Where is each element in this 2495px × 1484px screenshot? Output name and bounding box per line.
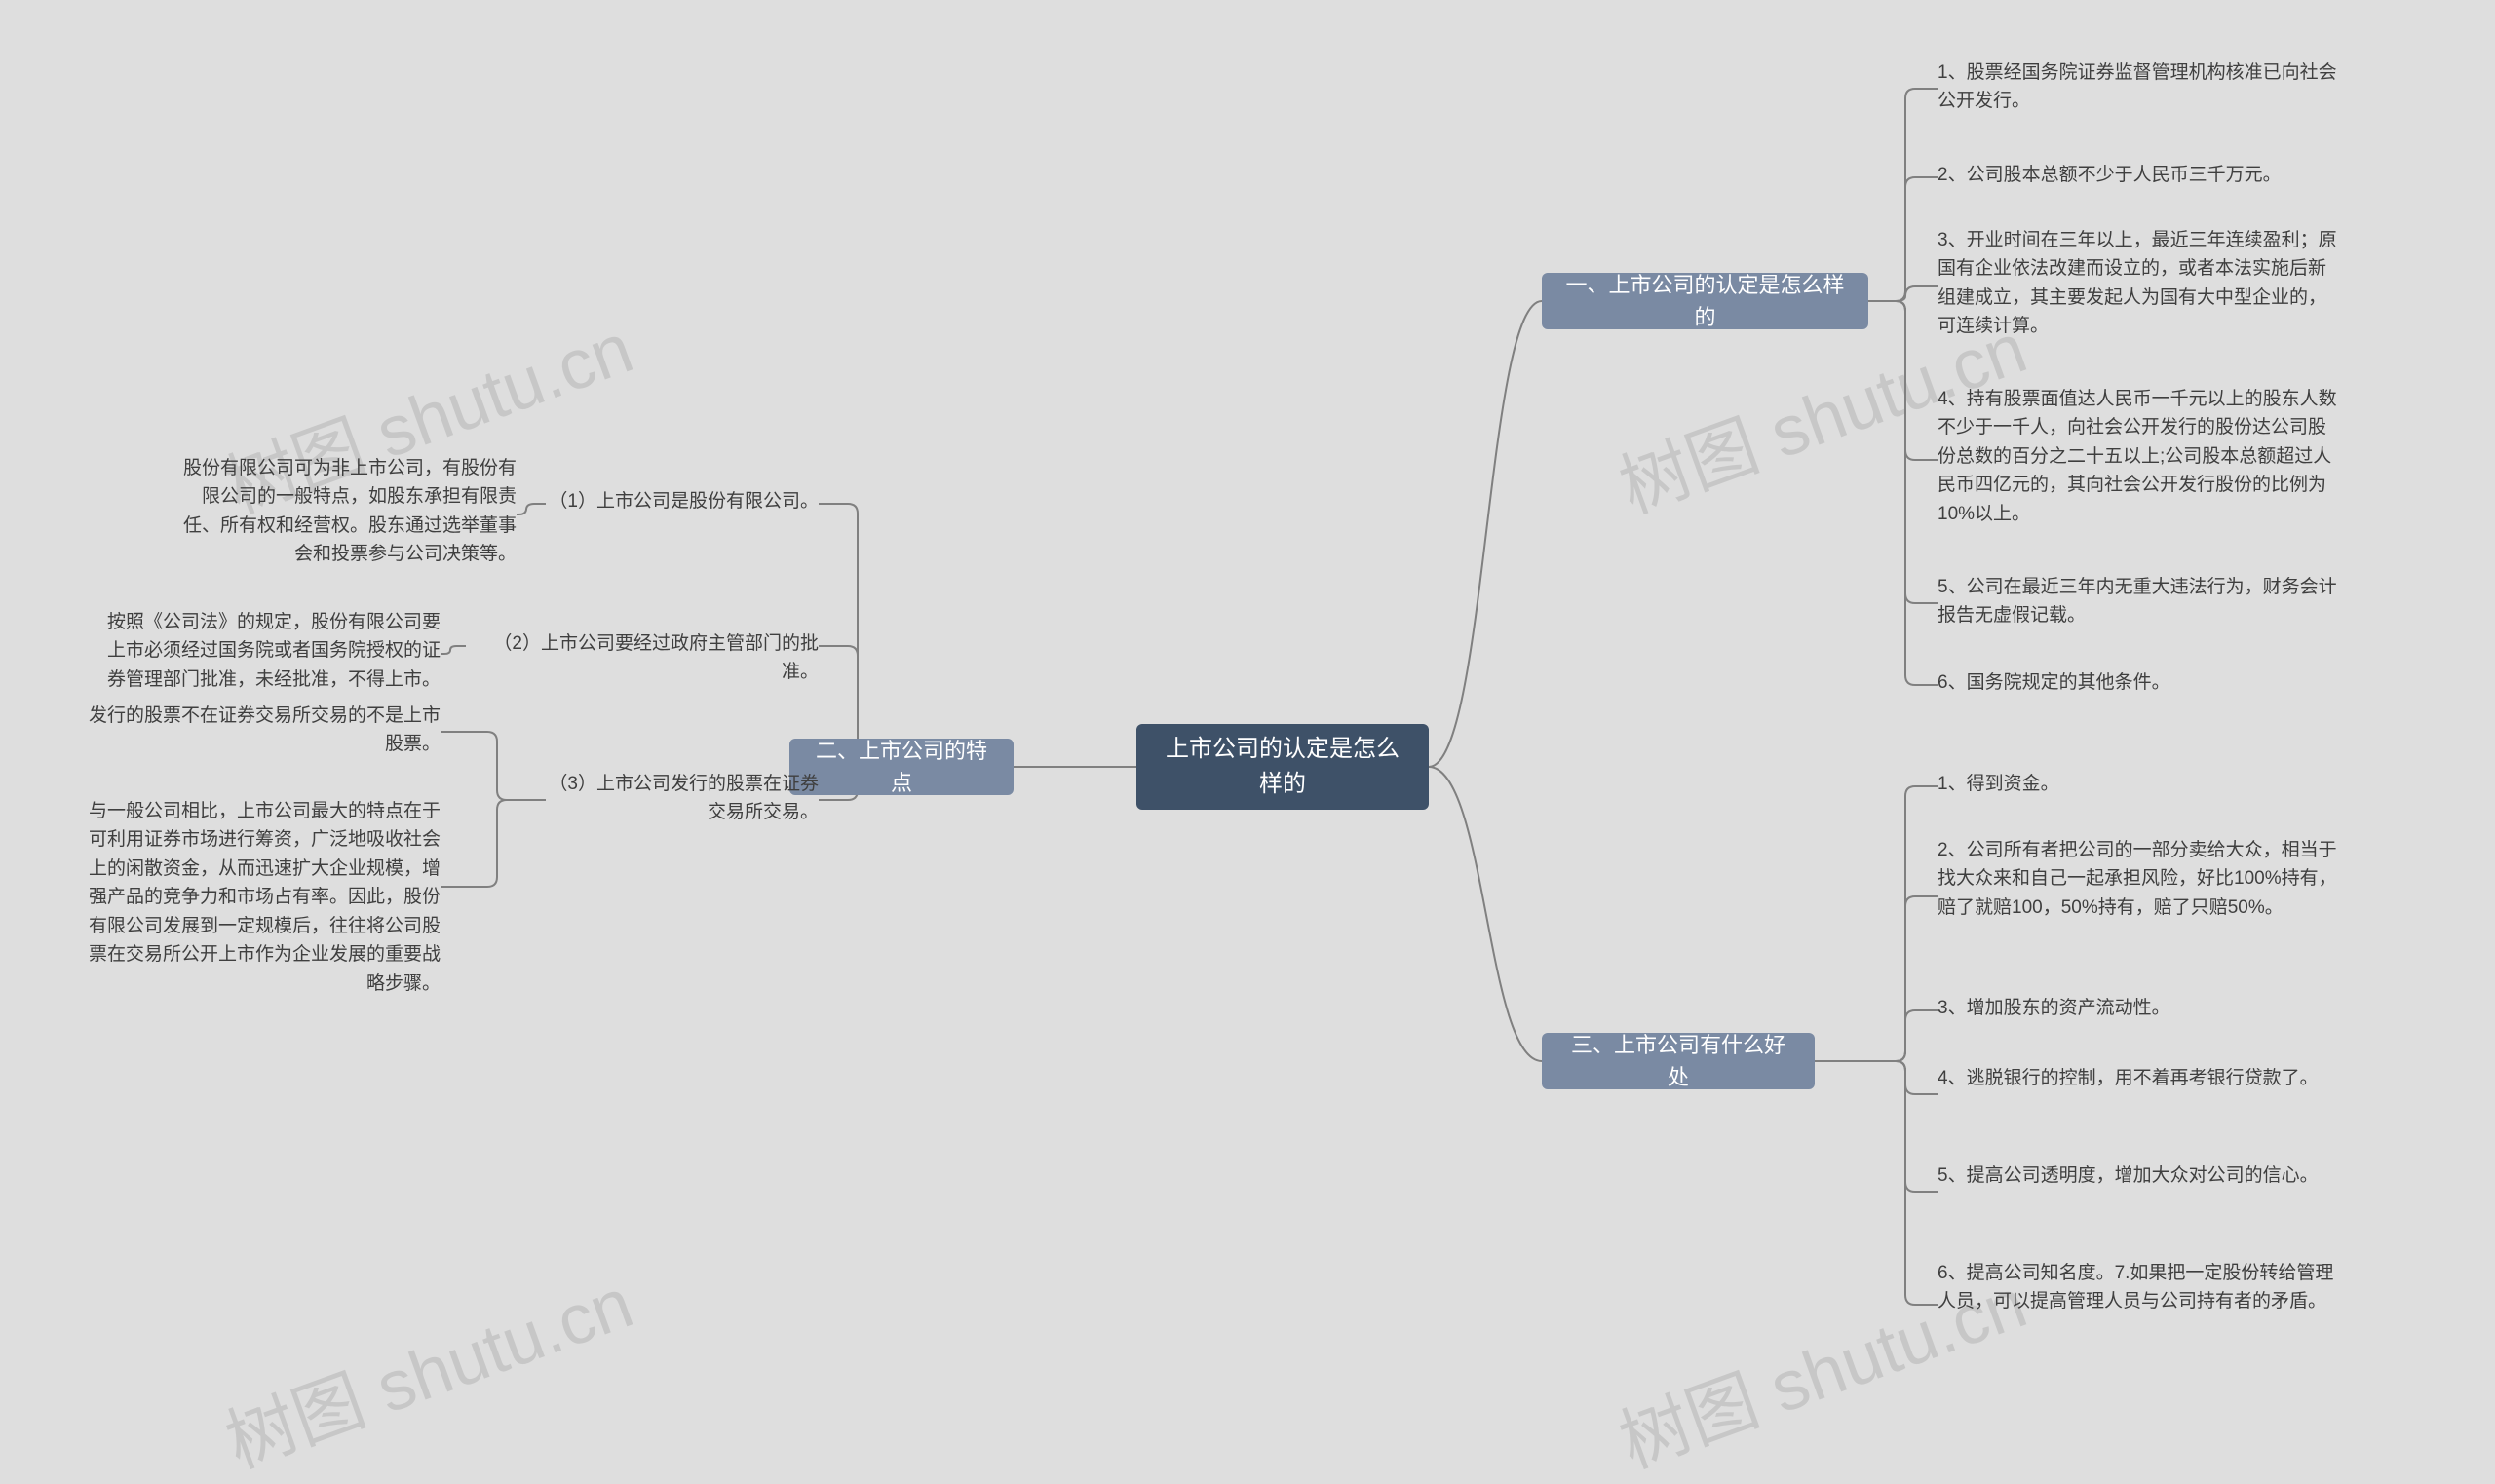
leaf-three-1[interactable]: 1、得到资金。	[1938, 770, 2337, 798]
leaf-text: 1、得到资金。	[1938, 770, 2059, 798]
branch-two-label: 二、上市公司的特点	[811, 735, 992, 799]
leaf-text: 1、股票经国务院证券监督管理机构核准已向社会公开发行。	[1938, 58, 2337, 116]
leaf-text: 2、公司股本总额不少于人民币三千万元。	[1938, 161, 2282, 189]
leaf-two-3-detail-b[interactable]: 与一般公司相比，上市公司最大的特点在于可利用证券市场进行筹资，广泛地吸收社会上的…	[80, 797, 441, 998]
leaf-one-1[interactable]: 1、股票经国务院证券监督管理机构核准已向社会公开发行。	[1938, 58, 2337, 116]
leaf-text: （3）上市公司发行的股票在证券交易所交易。	[546, 770, 819, 827]
leaf-one-2[interactable]: 2、公司股本总额不少于人民币三千万元。	[1938, 161, 2337, 189]
branch-three-label: 三、上市公司有什么好处	[1563, 1029, 1793, 1093]
leaf-text: 与一般公司相比，上市公司最大的特点在于可利用证券市场进行筹资，广泛地吸收社会上的…	[80, 797, 441, 998]
root-label: 上市公司的认定是怎么样的	[1158, 732, 1407, 802]
leaf-three-6[interactable]: 6、提高公司知名度。7.如果把一定股份转给管理人员，可以提高管理人员与公司持有者…	[1938, 1259, 2337, 1316]
leaf-text: 2、公司所有者把公司的一部分卖给大众，相当于找大众来和自己一起承担风险，好比10…	[1938, 836, 2337, 922]
leaf-text: 3、开业时间在三年以上，最近三年连续盈利；原国有企业依法改建而设立的，或者本法实…	[1938, 226, 2337, 341]
leaf-text: 3、增加股东的资产流动性。	[1938, 994, 2170, 1022]
leaf-text: 按照《公司法》的规定，股份有限公司要上市必须经过国务院或者国务院授权的证券管理部…	[107, 608, 441, 694]
watermark: 树图 shutu.cn	[210, 1246, 644, 1484]
leaf-two-2[interactable]: （2）上市公司要经过政府主管部门的批准。	[466, 629, 819, 687]
leaf-text: 6、国务院规定的其他条件。	[1938, 668, 2170, 697]
leaf-three-5[interactable]: 5、提高公司透明度，增加大众对公司的信心。	[1938, 1161, 2337, 1190]
root-node[interactable]: 上市公司的认定是怎么样的	[1136, 724, 1429, 810]
leaf-two-2-detail[interactable]: 按照《公司法》的规定，股份有限公司要上市必须经过国务院或者国务院授权的证券管理部…	[107, 608, 441, 694]
leaf-text: 4、逃脱银行的控制，用不着再考银行贷款了。	[1938, 1064, 2319, 1092]
branch-one-label: 一、上市公司的认定是怎么样的	[1563, 269, 1847, 333]
leaf-two-3[interactable]: （3）上市公司发行的股票在证券交易所交易。	[546, 770, 819, 827]
branch-two[interactable]: 二、上市公司的特点	[789, 739, 1014, 795]
leaf-one-3[interactable]: 3、开业时间在三年以上，最近三年连续盈利；原国有企业依法改建而设立的，或者本法实…	[1938, 226, 2337, 341]
leaf-one-4[interactable]: 4、持有股票面值达人民币一千元以上的股东人数不少于一千人，向社会公开发行的股份达…	[1938, 385, 2337, 528]
leaf-two-1[interactable]: （1）上市公司是股份有限公司。	[546, 487, 819, 515]
leaf-text: 4、持有股票面值达人民币一千元以上的股东人数不少于一千人，向社会公开发行的股份达…	[1938, 385, 2337, 528]
leaf-text: 股份有限公司可为非上市公司，有股份有限公司的一般特点，如股东承担有限责任、所有权…	[175, 454, 517, 569]
branch-three[interactable]: 三、上市公司有什么好处	[1542, 1033, 1815, 1089]
leaf-one-6[interactable]: 6、国务院规定的其他条件。	[1938, 668, 2337, 697]
branch-one[interactable]: 一、上市公司的认定是怎么样的	[1542, 273, 1868, 329]
leaf-text: 5、提高公司透明度，增加大众对公司的信心。	[1938, 1161, 2319, 1190]
leaf-text: （2）上市公司要经过政府主管部门的批准。	[466, 629, 819, 687]
mindmap-canvas: 树图 shutu.cn 树图 shutu.cn 树图 shutu.cn 树图 s…	[0, 0, 2495, 1484]
leaf-three-3[interactable]: 3、增加股东的资产流动性。	[1938, 994, 2337, 1022]
leaf-text: 6、提高公司知名度。7.如果把一定股份转给管理人员，可以提高管理人员与公司持有者…	[1938, 1259, 2337, 1316]
leaf-text: 发行的股票不在证券交易所交易的不是上市股票。	[80, 702, 441, 759]
leaf-three-2[interactable]: 2、公司所有者把公司的一部分卖给大众，相当于找大众来和自己一起承担风险，好比10…	[1938, 836, 2337, 922]
leaf-text: 5、公司在最近三年内无重大违法行为，财务会计报告无虚假记载。	[1938, 573, 2337, 630]
leaf-text: （1）上市公司是股份有限公司。	[549, 487, 819, 515]
leaf-one-5[interactable]: 5、公司在最近三年内无重大违法行为，财务会计报告无虚假记载。	[1938, 573, 2337, 630]
leaf-two-1-detail[interactable]: 股份有限公司可为非上市公司，有股份有限公司的一般特点，如股东承担有限责任、所有权…	[175, 454, 517, 569]
leaf-two-3-detail-a[interactable]: 发行的股票不在证券交易所交易的不是上市股票。	[80, 702, 441, 759]
leaf-three-4[interactable]: 4、逃脱银行的控制，用不着再考银行贷款了。	[1938, 1064, 2337, 1092]
